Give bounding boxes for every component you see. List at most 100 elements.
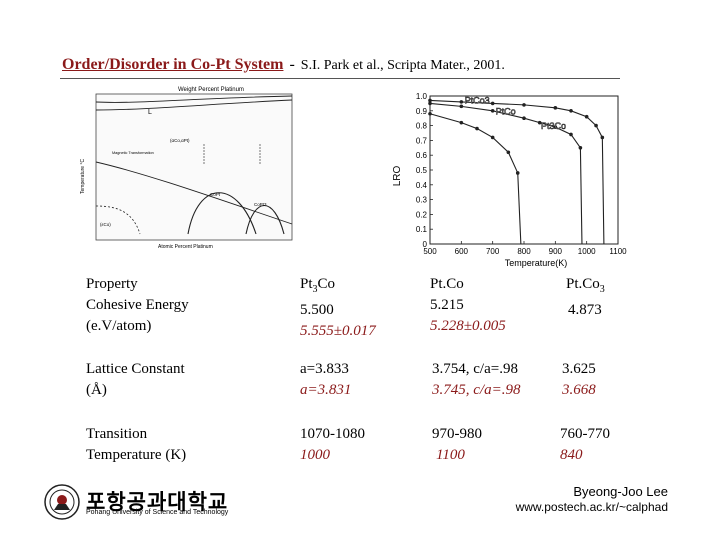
row2-ptco-red: 3.745, c/a=.98	[432, 382, 521, 398]
lro-point-pt3co	[594, 123, 598, 128]
slide-title-line: Order/Disorder in Co-Pt System - S.I. Park…	[62, 56, 505, 74]
row3-ptco3-red: 840	[560, 447, 583, 463]
lro-chart: 500 600 700 800 900 1000 1100 0 0.1 0.2 0.3 0.4 0.5 0…	[392, 92, 627, 268]
row2-ptco-value: 3.754, c/a=.98	[432, 361, 518, 377]
copt3-dome	[245, 204, 285, 235]
lro-point-ptco	[428, 101, 432, 106]
row3-property-line2: Temperature (K)	[86, 447, 187, 463]
lro-x-tick-label: 900	[549, 247, 563, 256]
row2-property: Lattice Constant (Å)	[86, 359, 185, 401]
row3-ptco: 970-980 1100	[432, 424, 482, 466]
lro-series-line-ptco3	[429, 113, 522, 245]
row2-pt3co-value: a=3.833	[300, 361, 349, 377]
phase-bottom-axis-label: Atomic Percent Platinum	[158, 244, 213, 250]
lro-point-pt3co	[522, 103, 526, 107]
lro-y-tick-label: 0.4	[416, 181, 428, 190]
lro-y-tick-label: 0.7	[416, 136, 428, 145]
row3-pt3co-value: 1070-1080	[300, 426, 365, 442]
title-separator: -	[289, 56, 295, 73]
lro-y-axis-label: LRO	[392, 165, 403, 186]
row2-ptco3-value: 3.625	[562, 361, 596, 377]
lro-y-tick-label: 1.0	[416, 92, 428, 101]
lro-point-pt3co	[600, 135, 605, 140]
lro-point-pt3co	[569, 109, 573, 113]
lro-y-tick-label: 0.9	[416, 107, 428, 116]
slide-title: Order/Disorder in Co-Pt System	[62, 56, 284, 73]
lro-point-pt3co	[490, 101, 495, 106]
row3-pt3co-red: 1000	[300, 447, 330, 463]
row1-ptco3-header: Pt.Co3	[566, 276, 605, 295]
lro-y-tick-label: 0.8	[416, 122, 428, 131]
lro-x-tick-label: 500	[423, 247, 437, 256]
row1-ptco-header: Pt.Co	[430, 276, 464, 292]
row1-ptco-red: 5.228±0.005	[430, 318, 506, 334]
lro-point-ptco3	[490, 135, 495, 140]
lro-point-ptco	[569, 132, 573, 137]
lro-y-tick-label: 0.6	[416, 151, 428, 160]
row1-property: Property Cohesive Energy (e.V/atom)	[86, 274, 189, 337]
row1-pt3co-value: 5.500	[300, 302, 334, 318]
row3-ptco-red: 1100	[436, 447, 465, 463]
lro-point-ptco	[522, 116, 526, 120]
lro-chart-plot: 500 600 700 800 900 1000 1100 0 0.1 0.2 0.3 0.4 0.5 0…	[416, 92, 627, 256]
region-label-copt: CoPt	[210, 192, 221, 197]
row3-ptco3: 760-770 840	[560, 424, 610, 466]
lro-x-tick-label: 1000	[578, 247, 596, 256]
phase-diagram-figure: Weight Percent Platinum Atomic Percent P…	[80, 87, 293, 250]
lro-point-ptco3	[428, 111, 432, 116]
phase-top-axis-label: Weight Percent Platinum	[178, 87, 244, 93]
lro-point-ptco3	[459, 120, 464, 125]
magnetic-transformation-line	[95, 161, 293, 225]
lro-series-label-ptco3: PtCo3	[465, 95, 490, 105]
title-divider	[60, 78, 620, 79]
region-label-magnetic: Magnetic Transformation	[112, 151, 154, 155]
lro-point-ptco	[490, 109, 495, 113]
lro-series-line-pt3co	[429, 99, 605, 245]
row3-pt3co: 1070-1080 1000	[300, 424, 365, 466]
lro-point-pt3co	[428, 98, 432, 103]
lro-point-ptco	[459, 104, 464, 109]
row2-ptco3-red: 3.668	[562, 382, 596, 398]
lro-point-ptco3	[475, 126, 479, 131]
lro-point-pt3co	[584, 114, 589, 119]
lro-x-axis-label: Temperature(K)	[505, 258, 568, 268]
lro-point-ptco	[537, 120, 542, 125]
university-logo-icon	[44, 484, 80, 520]
phase-y-axis-label: Temperature °C	[80, 159, 86, 194]
row1-ptco-value: 5.215	[430, 297, 464, 313]
row1-pt3co-header: Pt3Co	[300, 276, 336, 295]
row2-pt3co-red: a=3.831	[300, 382, 352, 398]
row3-property: Transition Temperature (K)	[86, 424, 186, 466]
row3-ptco3-value: 760-770	[560, 426, 610, 442]
row1-ptco3-value: 4.873	[568, 302, 602, 318]
row3-property-line1: Transition	[86, 426, 148, 442]
lro-series-label-pt3co: Pt3Co	[541, 121, 566, 131]
lro-y-tick-label: 0.3	[416, 196, 428, 205]
lro-point-pt3co	[553, 106, 558, 110]
solidus-line	[95, 99, 293, 111]
lro-point-ptco3	[515, 171, 520, 175]
row2-property-line1: Lattice Constant	[86, 361, 185, 377]
lro-x-tick-label: 700	[486, 247, 500, 256]
row2-ptco3: 3.625 3.668	[562, 359, 596, 401]
region-label-fcc: (αCo,αPt)	[170, 138, 190, 143]
row2-pt3co: a=3.833 a=3.831	[300, 359, 351, 401]
university-name-english: Pohang University of Science and Technol…	[86, 509, 229, 516]
lro-point-ptco3	[506, 150, 511, 155]
lro-x-tick-label: 800	[517, 247, 531, 256]
lro-y-tick-label: 0.2	[416, 210, 428, 219]
row1-pt3co: Pt3Co 5.500 5.555±0.017	[300, 274, 376, 342]
website-url[interactable]: www.postech.ac.kr/~calphad	[515, 500, 668, 514]
row1-pt3co-red: 5.555±0.017	[300, 323, 376, 339]
lro-x-tick-label: 1100	[609, 247, 627, 256]
lro-point-ptco	[578, 146, 583, 150]
eco-boundary	[95, 205, 141, 235]
region-label-copt3: CoPt3	[254, 202, 267, 207]
copt-dome	[187, 192, 257, 235]
lro-y-tick-label: 0.5	[416, 166, 428, 175]
row1-ptco3: Pt.Co3 4.873	[566, 274, 605, 321]
lro-point-pt3co	[459, 100, 464, 104]
row3-ptco-value: 970-980	[432, 426, 482, 442]
lro-y-tick-label: 0	[423, 240, 428, 249]
citation: S.I. Park et al., Scripta Mater., 2001.	[300, 58, 505, 73]
